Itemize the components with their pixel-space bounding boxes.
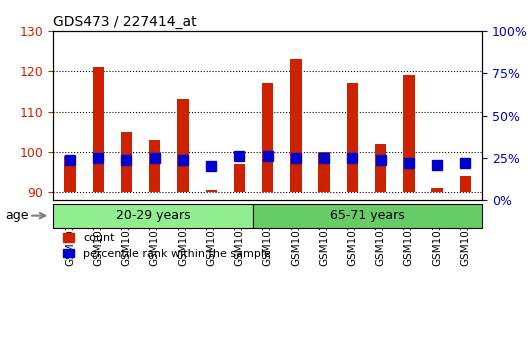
Text: 65-71 years: 65-71 years — [330, 209, 405, 222]
Bar — [460, 176, 471, 192]
Text: GDS473 / 227414_at: GDS473 / 227414_at — [53, 14, 197, 29]
Bar — [375, 144, 386, 192]
Bar — [64, 156, 76, 192]
Bar — [403, 75, 414, 192]
Bar — [177, 99, 189, 192]
Legend: count, percentile rank within the sample: count, percentile rank within the sample — [58, 229, 275, 264]
Text: age: age — [5, 209, 29, 222]
Bar — [262, 83, 273, 192]
Bar — [347, 83, 358, 192]
Bar — [319, 152, 330, 192]
Bar — [234, 164, 245, 192]
Text: 20-29 years: 20-29 years — [116, 209, 190, 222]
Bar — [206, 190, 217, 192]
Bar — [431, 188, 443, 192]
Bar — [290, 59, 302, 192]
Bar — [121, 132, 132, 192]
Bar — [149, 140, 160, 192]
Bar — [93, 67, 104, 192]
